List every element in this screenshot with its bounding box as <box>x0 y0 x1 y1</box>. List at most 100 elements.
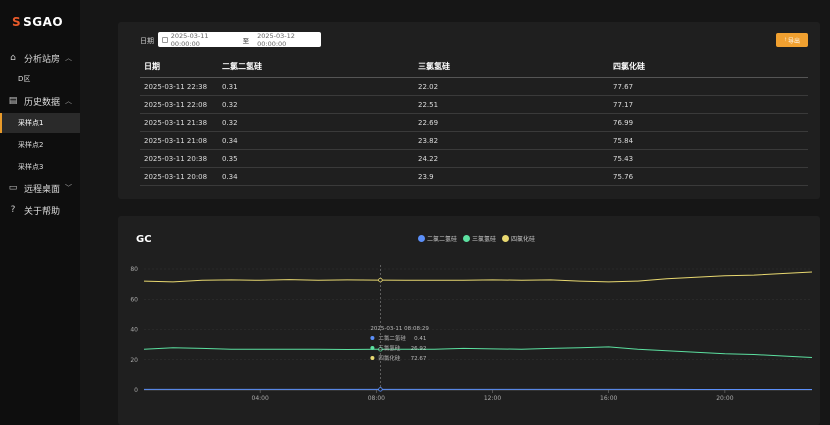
cell-sih2cl2: 0.34 <box>222 172 238 181</box>
series-line-1 <box>143 346 813 358</box>
chart-panel: GC 二氯二氢硅 三氯氢硅 四氯化硅 0 20 40 60 80 04:00 08:00 12… <box>118 216 820 425</box>
legend-label: 四氯化硅 <box>511 236 536 243</box>
sidebar-subitem-label: 采样点1 <box>18 119 44 127</box>
export-icon: ↑ <box>783 37 787 43</box>
home-icon: ⌂ <box>10 53 16 63</box>
column-header-sih2cl2[interactable]: 二氯二氢硅 <box>222 62 262 71</box>
legend-swatch <box>463 235 471 242</box>
cell-sih2cl2: 0.35 <box>222 154 238 163</box>
tooltip-series-value: 0.41 <box>414 336 426 342</box>
cell-sihcl3: 23.82 <box>418 136 439 145</box>
calendar-icon <box>162 36 168 43</box>
y-tick-label: 0 <box>134 387 138 394</box>
legend-item-sih2cl2[interactable]: 二氯二氢硅 <box>418 234 457 243</box>
cell-sih2cl2: 0.32 <box>222 118 238 127</box>
table-row: 2025-03-11 22:38 0.31 22.02 77.67 <box>140 78 808 96</box>
legend-label: 二氯二氢硅 <box>427 236 458 243</box>
export-button-label: 导出 <box>787 38 800 45</box>
y-tick-label: 40 <box>130 327 138 334</box>
cell-sihcl3: 22.51 <box>418 100 439 109</box>
legend-swatch <box>418 235 425 242</box>
cell-sicl4: 77.17 <box>613 100 634 109</box>
cell-sihcl3: 24.22 <box>418 154 439 163</box>
sidebar-subitem-label: 采样点3 <box>18 163 44 171</box>
sidebar-subitem-label: 采样点2 <box>18 141 44 149</box>
tooltip-swatch <box>370 356 375 360</box>
table-row: 2025-03-11 21:08 0.34 23.82 75.84 <box>140 132 808 150</box>
cell-sicl4: 75.76 <box>613 172 634 181</box>
cell-date: 2025-03-11 21:38 <box>144 118 208 127</box>
document-icon: ▤ <box>8 96 18 106</box>
tooltip-time: 2025-03-11 08:08:29 <box>370 326 429 332</box>
export-button[interactable]: ↑ 导出 <box>776 33 808 47</box>
hover-point-0 <box>378 387 383 392</box>
table-row: 2025-03-11 20:38 0.35 24.22 75.43 <box>140 150 808 168</box>
series-line-2 <box>143 271 813 283</box>
table-row: 2025-03-11 20:08 0.34 23.9 75.76 <box>140 168 808 186</box>
legend-item-sicl4[interactable]: 四氯化硅 <box>502 234 535 243</box>
table-header-row: 日期 二氯二氢硅 三氯氢硅 四氯化硅 <box>140 56 808 78</box>
chevron-up-icon: ︿ <box>65 97 73 105</box>
sidebar-item-label: 关于帮助 <box>24 206 61 217</box>
sidebar-item-label: 历史数据 <box>24 97 61 108</box>
tooltip-swatch <box>370 336 375 340</box>
gc-line-chart[interactable]: 0 20 40 60 80 04:00 08:00 12:00 16:00 20:00 2025-0… <box>118 216 820 425</box>
cell-sih2cl2: 0.31 <box>222 82 238 91</box>
cell-date: 2025-03-11 20:38 <box>144 154 208 163</box>
hover-point-1 <box>378 347 383 352</box>
history-data-table: 日期 二氯二氢硅 三氯氢硅 四氯化硅 2025-03-11 22:38 0.31… <box>140 56 808 186</box>
tooltip-series-name: 三氯氢硅 <box>378 344 401 352</box>
tooltip-series-name: 二氯二氢硅 <box>378 334 406 342</box>
cell-date: 2025-03-11 20:08 <box>144 172 208 181</box>
sidebar-subitem-sample-point-2[interactable]: 采样点2 <box>0 135 80 155</box>
cell-sicl4: 75.84 <box>613 136 634 145</box>
chevron-down-icon: ﹀ <box>65 184 73 192</box>
tooltip-series-name: 四氯化硅 <box>378 354 401 362</box>
sidebar-subitem-sample-point-1[interactable]: 采样点1 <box>0 113 80 133</box>
cell-sicl4: 76.99 <box>613 118 634 127</box>
sidebar-item-analysis-station[interactable]: ⌂ 分析站房 ︿ <box>0 49 80 67</box>
sidebar-item-history-data[interactable]: ▤ 历史数据 ︿ <box>0 92 80 110</box>
date-filter-label: 日期 <box>140 37 154 45</box>
sidebar-subitem-d-zone[interactable]: D区 <box>0 69 80 89</box>
logo-mark: S <box>12 15 22 29</box>
sidebar-subitem-sample-point-3[interactable]: 采样点3 <box>0 157 80 177</box>
table-row: 2025-03-11 21:38 0.32 22.69 76.99 <box>140 114 808 132</box>
column-header-date[interactable]: 日期 <box>144 62 160 71</box>
chart-legend: 二氯二氢硅 三氯氢硅 四氯化硅 <box>418 234 541 243</box>
date-range-separator: 至 <box>242 36 250 45</box>
column-header-sihcl3[interactable]: 三氯氢硅 <box>418 62 450 71</box>
column-header-sicl4[interactable]: 四氯化硅 <box>613 62 645 71</box>
x-tick-label: 16:00 <box>600 395 617 402</box>
sidebar-item-label: 分析站房 <box>24 54 61 65</box>
date-range-picker[interactable]: 2025-03-11 00:00:00 至 2025-03-12 00:00:0… <box>158 31 321 48</box>
tooltip-series-value: 72.67 <box>411 356 427 362</box>
tooltip-swatch <box>370 346 375 350</box>
chevron-up-icon: ︿ <box>65 54 73 62</box>
cell-sihcl3: 22.69 <box>418 118 439 127</box>
cell-sihcl3: 23.9 <box>418 172 434 181</box>
sidebar-item-remote-desktop[interactable]: ▭ 远程桌面 ﹀ <box>0 179 80 197</box>
legend-label: 三氯氢硅 <box>472 236 497 243</box>
sidebar-item-label: 远程桌面 <box>24 184 61 195</box>
cell-date: 2025-03-11 21:08 <box>144 136 208 145</box>
help-icon: ? <box>10 205 16 215</box>
app-logo: S SGAO <box>12 14 63 30</box>
y-tick-label: 20 <box>130 357 138 364</box>
cell-sih2cl2: 0.32 <box>222 100 238 109</box>
cell-date: 2025-03-11 22:38 <box>144 82 208 91</box>
sidebar: S SGAO ⌂ 分析站房 ︿ D区 ▤ 历史数据 ︿ 采样点1 采样点2 采样… <box>0 0 80 425</box>
data-table-panel: 日期 2025-03-11 00:00:00 至 2025-03-12 00:0… <box>118 22 820 199</box>
x-tick-label: 08:00 <box>368 395 385 402</box>
monitor-icon: ▭ <box>8 183 18 193</box>
table-row: 2025-03-11 22:08 0.32 22.51 77.17 <box>140 96 808 114</box>
x-tick-label: 04:00 <box>252 395 269 402</box>
start-date-field[interactable]: 2025-03-11 00:00:00 <box>170 31 209 48</box>
cell-sicl4: 77.67 <box>613 82 634 91</box>
legend-item-sihcl3[interactable]: 三氯氢硅 <box>463 234 496 243</box>
y-tick-label: 80 <box>130 266 138 273</box>
end-date-field[interactable]: 2025-03-12 00:00:00 <box>257 31 295 48</box>
x-tick-label: 12:00 <box>484 395 501 402</box>
sidebar-item-about-help[interactable]: ? 关于帮助 <box>0 201 80 219</box>
logo-text: SGAO <box>23 15 64 29</box>
